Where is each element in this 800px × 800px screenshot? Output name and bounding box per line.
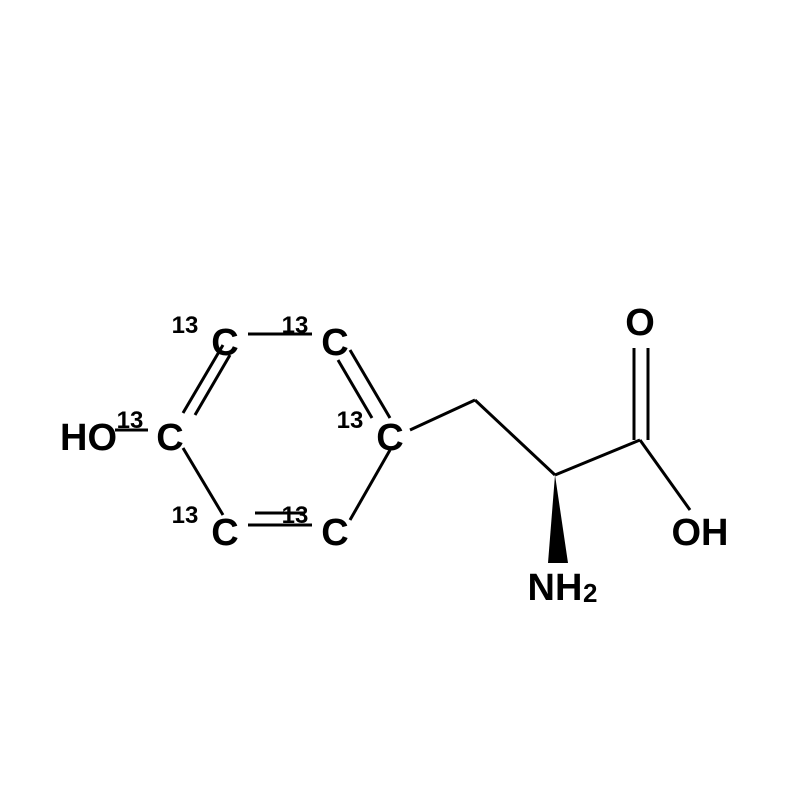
atoms-layer: HO C 13 C 13 C 13 C 13 C 13 C 13 O OH NH2 (60, 302, 729, 609)
wedge-bond (548, 475, 568, 563)
sub-NH2: 2 (583, 578, 597, 608)
atom-OH: OH (672, 512, 729, 554)
atom-C5: C (321, 512, 348, 554)
isotope-C6: 13 (172, 502, 199, 529)
isotope-C1: 13 (117, 407, 144, 434)
atom-HO: HO (60, 417, 117, 459)
bond (350, 450, 390, 520)
atom-C1: C (156, 417, 183, 459)
bond (640, 440, 690, 510)
atom-C3: C (321, 322, 348, 364)
isotope-C4: 13 (337, 407, 364, 434)
isotope-C3: 13 (282, 312, 309, 339)
atom-O_dbl: O (625, 302, 655, 344)
bond (475, 400, 555, 475)
molecule-diagram: HO C 13 C 13 C 13 C 13 C 13 C 13 O OH NH2 (0, 0, 800, 800)
atom-C6: C (211, 512, 238, 554)
atom-C4: C (376, 417, 403, 459)
atom-C2: C (211, 322, 238, 364)
isotope-C5: 13 (282, 502, 309, 529)
atom-NH2: NH (528, 567, 583, 609)
bond (410, 400, 475, 430)
isotope-C2: 13 (172, 312, 199, 339)
bond (555, 440, 640, 475)
